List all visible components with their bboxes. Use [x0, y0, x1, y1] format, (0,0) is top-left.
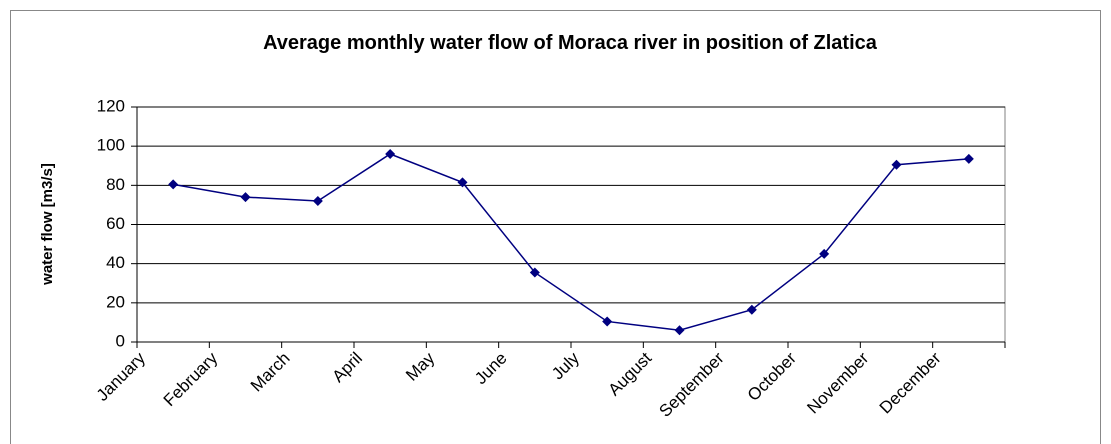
y-tick-label: 100 [97, 136, 125, 155]
y-tick-label: 40 [106, 253, 125, 272]
marker [819, 248, 830, 259]
marker [602, 316, 613, 327]
marker [963, 153, 974, 164]
marker [240, 192, 251, 203]
y-axis-label: water flow [m3/s] [39, 163, 56, 286]
marker [891, 159, 902, 170]
marker [457, 177, 468, 188]
y-tick-label: 80 [106, 175, 125, 194]
chart-title: Average monthly water flow of Moraca riv… [263, 32, 877, 54]
marker [312, 196, 323, 206]
marker [529, 267, 540, 278]
y-tick-label: 60 [106, 214, 125, 233]
marker [746, 304, 757, 315]
line [173, 153, 969, 332]
y-tick-label: 20 [106, 292, 125, 311]
y-tick-label: 120 [97, 96, 125, 115]
marker [385, 149, 396, 159]
marker [674, 325, 685, 336]
marker [168, 179, 179, 190]
y-tick-label: 0 [116, 331, 125, 350]
